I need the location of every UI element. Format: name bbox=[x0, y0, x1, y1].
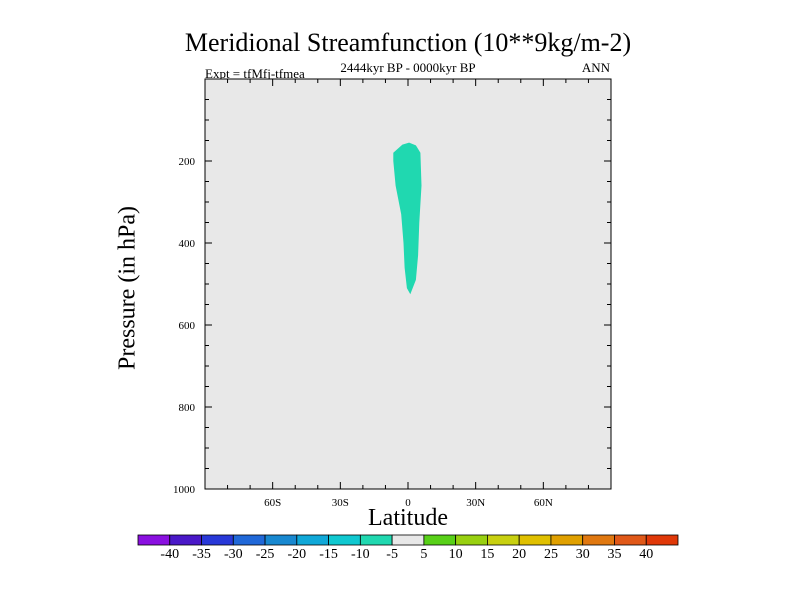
y-tick-label: 800 bbox=[179, 402, 196, 414]
season-label: ANN bbox=[581, 60, 610, 75]
colorbar-swatch bbox=[359, 534, 393, 546]
chart-subtitle: 2444kyr BP - 0000kyr BP bbox=[340, 60, 476, 75]
colorbar-label: 20 bbox=[512, 547, 526, 562]
colorbar-swatch bbox=[264, 534, 298, 546]
x-tick-label: 0 bbox=[405, 497, 411, 509]
plot-frame bbox=[204, 78, 612, 490]
x-tick-label: 30N bbox=[466, 497, 485, 509]
experiment-label: Expt = tfMfj-tfmea bbox=[205, 66, 305, 81]
colorbar-swatch bbox=[169, 534, 202, 546]
x-tick-label: 60N bbox=[534, 497, 553, 509]
colorbar-label: 35 bbox=[607, 547, 621, 562]
colorbar-label: -40 bbox=[160, 547, 179, 562]
colorbar-label: -30 bbox=[224, 547, 243, 562]
colorbar-swatch bbox=[518, 534, 552, 546]
colorbar-swatch bbox=[232, 534, 266, 546]
colorbar-swatch bbox=[550, 534, 584, 546]
colorbar-swatch bbox=[423, 534, 457, 546]
colorbar-swatch bbox=[328, 534, 361, 546]
x-axis-label: Latitude bbox=[368, 505, 448, 531]
colorbar-swatch bbox=[582, 534, 615, 546]
x-tick-label: 60S bbox=[264, 497, 281, 509]
colorbar-swatch bbox=[645, 534, 679, 546]
colorbar-label: 30 bbox=[576, 547, 590, 562]
colorbar-swatch bbox=[614, 534, 647, 546]
y-axis-ticks: 200 400 600 800 1000 bbox=[173, 78, 611, 496]
y-tick-label: 200 bbox=[179, 156, 196, 168]
y-tick-label: 1000 bbox=[173, 484, 196, 496]
colorbar-label: 40 bbox=[639, 547, 653, 562]
x-tick-label: 30S bbox=[332, 497, 349, 509]
colorbar-label: 5 bbox=[420, 547, 427, 562]
colorbar-label: 25 bbox=[544, 547, 558, 562]
colorbar-label: 10 bbox=[449, 547, 463, 562]
colorbar-swatch bbox=[487, 534, 520, 546]
colorbar-swatch bbox=[137, 534, 171, 546]
colorbar-label: -5 bbox=[386, 547, 398, 562]
colorbar-label: 15 bbox=[480, 547, 494, 562]
colorbar-swatch bbox=[455, 534, 488, 546]
colorbar-label: -10 bbox=[351, 547, 370, 562]
colorbar-swatch bbox=[201, 534, 234, 546]
y-tick-label: 400 bbox=[179, 238, 196, 250]
colorbar-label: -20 bbox=[287, 547, 306, 562]
colorbar-label: -25 bbox=[256, 547, 275, 562]
colorbar-label: -15 bbox=[319, 547, 338, 562]
chart-title: Meridional Streamfunction (10**9kg/m-2) bbox=[184, 28, 632, 57]
y-tick-label: 600 bbox=[179, 320, 196, 332]
colorbar-swatch bbox=[391, 534, 425, 546]
colorbar: -40 -35 -30 -25 -20 -15 -10 -5 5 10 15 20 25 30 35 40 bbox=[137, 534, 679, 562]
colorbar-swatch bbox=[296, 534, 329, 546]
contour-region-negative bbox=[393, 142, 422, 295]
colorbar-label: -35 bbox=[192, 547, 211, 562]
